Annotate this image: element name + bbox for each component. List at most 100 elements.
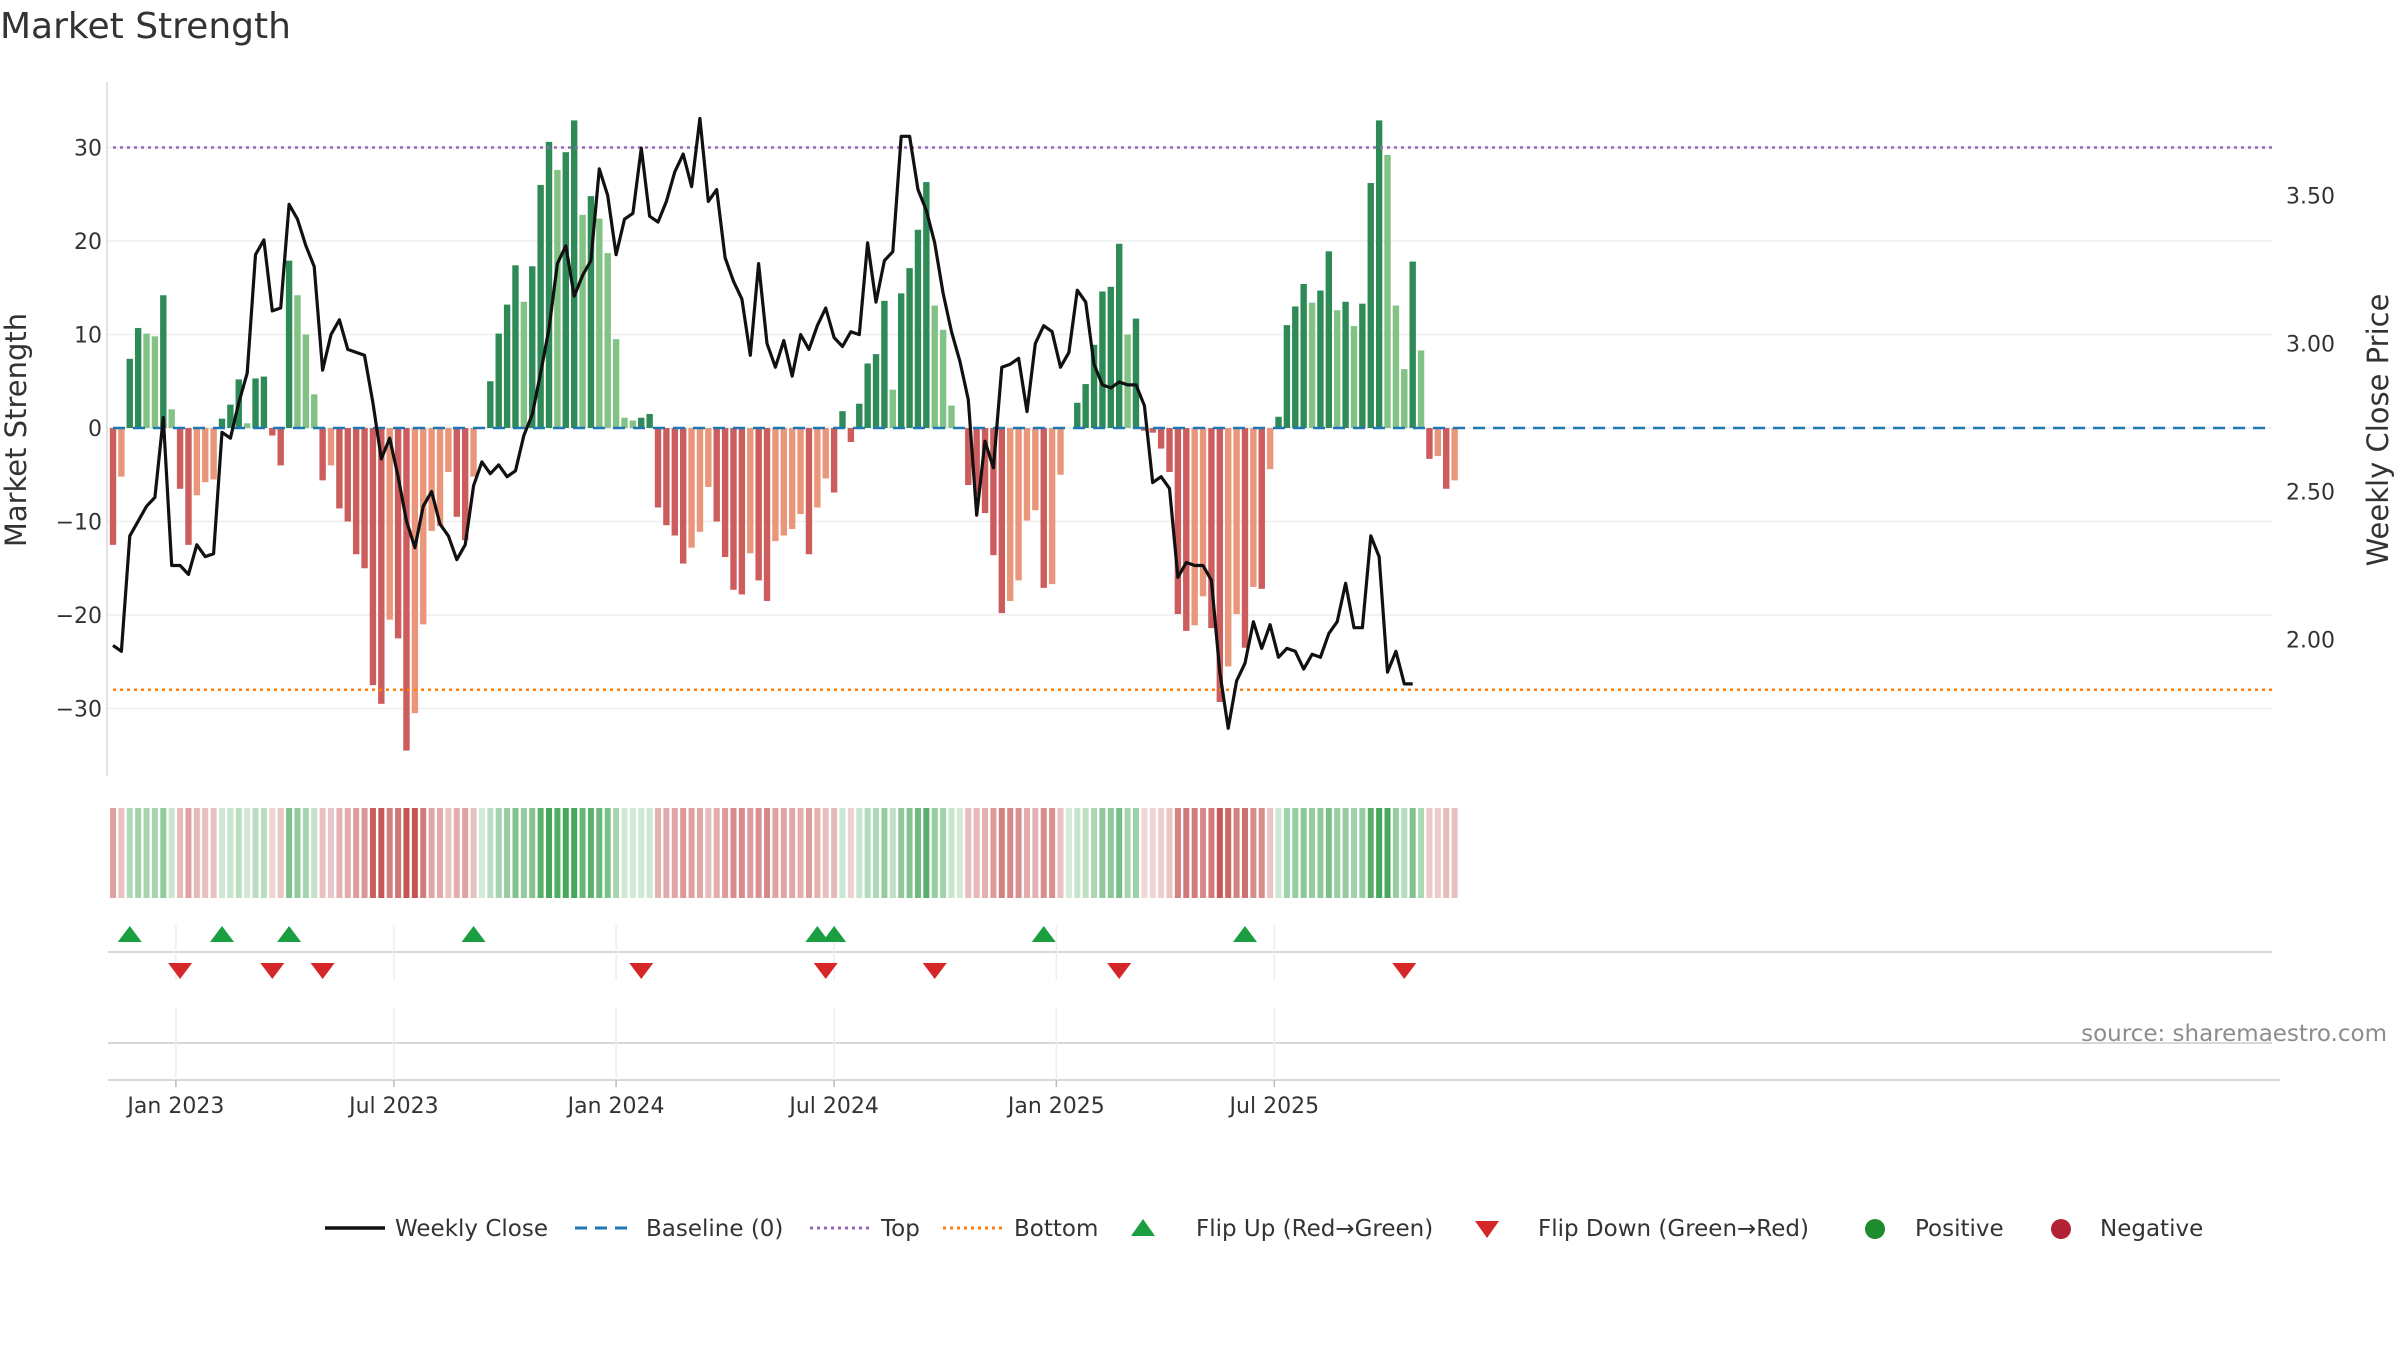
strength-bar: [1367, 183, 1374, 428]
strength-bar: [1132, 318, 1140, 428]
strength-bar: [168, 409, 175, 428]
y-tick-label: −30: [56, 698, 102, 723]
heat-cell: [948, 808, 955, 898]
heat-cell: [118, 808, 125, 898]
strength-bar: [160, 295, 167, 428]
legend-flip-down: Flip Down (Green→Red): [1538, 1216, 1809, 1242]
heat-cell: [311, 808, 318, 898]
heat-cell: [1275, 808, 1282, 898]
weekly-close-series: [112, 116, 1413, 730]
strength-bar: [520, 301, 528, 428]
x-tick-label: Jul 2025: [1228, 1094, 1320, 1119]
heat-cell: [646, 808, 653, 898]
heat-cell: [873, 808, 880, 898]
legend-positive: Positive: [1915, 1216, 2004, 1242]
heat-cell: [931, 808, 938, 898]
heat-cell: [1233, 808, 1240, 898]
heat-cell: [470, 808, 477, 898]
legend-flip-up: Flip Up (Red→Green): [1196, 1216, 1433, 1242]
strength-bar: [1124, 334, 1131, 428]
strength-bar: [1208, 428, 1215, 629]
heat-cell: [126, 808, 133, 898]
heat-cell: [512, 808, 519, 898]
heat-cell: [1082, 808, 1089, 898]
heat-cell: [202, 808, 209, 898]
strength-heat-strip: [110, 808, 1458, 898]
strength-bar: [965, 428, 972, 486]
heat-cell: [160, 808, 167, 898]
strength-bar: [981, 428, 989, 514]
strength-bar: [948, 405, 955, 428]
strength-bar: [1308, 302, 1316, 428]
heat-cell: [185, 808, 192, 898]
strength-bar: [445, 428, 452, 472]
heat-cell: [1241, 808, 1248, 898]
legend-weekly-close: Weekly Close: [395, 1216, 548, 1242]
strength-bar: [529, 266, 536, 428]
heat-cell: [906, 808, 913, 898]
y2-tick-label: 2.00: [2286, 629, 2335, 654]
strength-bar: [311, 394, 318, 428]
heat-cell: [1074, 808, 1081, 898]
strength-bar: [1166, 428, 1173, 472]
heat-cell: [973, 808, 980, 898]
strength-bar: [378, 428, 385, 704]
flip-up-marker: [117, 926, 142, 942]
strength-bar: [1275, 416, 1282, 428]
heat-cell: [235, 808, 242, 898]
strength-bar: [1057, 428, 1064, 475]
strength-bar: [1283, 325, 1291, 428]
strength-bar: [193, 428, 201, 496]
heat-cell: [1158, 808, 1165, 898]
heat-cell: [1334, 808, 1341, 898]
strength-bar: [872, 354, 880, 428]
strength-bar: [604, 253, 611, 428]
strength-bar: [545, 141, 553, 428]
strength-bar: [269, 428, 276, 436]
left-y-ticks: 30 20 10 0 −10 −20 −30: [56, 137, 102, 723]
flip-down-marker: [813, 963, 838, 979]
strength-bar: [403, 428, 410, 751]
heat-cell: [696, 808, 703, 898]
strength-bar: [1074, 402, 1081, 428]
strength-bar: [621, 417, 628, 428]
strength-bar: [386, 428, 393, 620]
heat-cell: [244, 808, 251, 898]
heat-cell: [135, 808, 142, 898]
strength-bar: [537, 184, 544, 428]
strength-bar: [663, 428, 670, 526]
strength-bar: [1417, 350, 1425, 428]
strength-bar: [788, 428, 796, 529]
strength-bar: [579, 214, 586, 428]
heat-cell: [1124, 808, 1131, 898]
heat-cell: [847, 808, 854, 898]
legend-negative-marker: [2051, 1219, 2071, 1239]
flip-down-marker: [1107, 963, 1132, 979]
strength-bar: [243, 423, 251, 428]
strength-bar: [319, 428, 326, 481]
reference-lines: [113, 146, 2272, 692]
flip-up-marker: [805, 926, 830, 942]
heat-cell: [579, 808, 586, 898]
strength-bar: [1342, 301, 1349, 428]
heat-cell: [151, 808, 158, 898]
heat-cell: [529, 808, 536, 898]
strength-bar: [747, 428, 754, 554]
heat-cell: [1376, 808, 1383, 898]
strength-bar: [336, 428, 343, 509]
heat-cell: [1208, 808, 1215, 898]
heat-cell: [1401, 808, 1408, 898]
strength-bar: [1090, 344, 1098, 428]
strength-bar: [1434, 428, 1442, 457]
strength-bar: [260, 376, 268, 428]
heat-cell: [663, 808, 670, 898]
strength-bar: [1359, 303, 1366, 428]
heat-cell: [328, 808, 335, 898]
strength-bar: [596, 218, 603, 428]
strength-bar: [562, 152, 569, 429]
heat-cell: [110, 808, 116, 898]
heat-cell: [269, 808, 276, 898]
strength-bar: [1157, 428, 1165, 449]
heat-cell: [1191, 808, 1198, 898]
heat-cell: [319, 808, 326, 898]
